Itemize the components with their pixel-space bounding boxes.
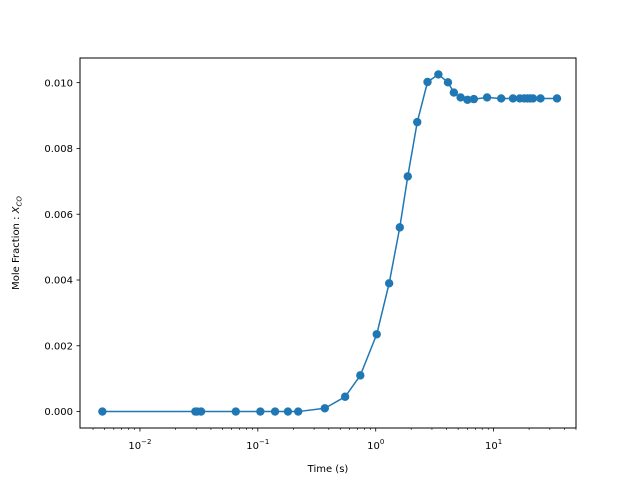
data-point	[552, 94, 562, 103]
x-tick-label: 101	[485, 438, 502, 452]
data-point	[434, 70, 443, 79]
x-axis: 10−2 10−1 100 101	[92, 428, 577, 452]
y-tick-label: 0.010	[44, 78, 73, 89]
data-point	[356, 371, 365, 380]
data-point	[372, 330, 381, 339]
data-point	[443, 78, 453, 87]
data-point	[528, 94, 538, 103]
y-tick-label: 0.004	[44, 276, 73, 287]
y-tick-label: 0.008	[44, 144, 73, 155]
data-point	[456, 93, 465, 102]
data-point	[508, 94, 518, 103]
data-point	[320, 404, 330, 413]
data-point	[395, 223, 404, 232]
data-point	[482, 93, 492, 102]
y-tick-label: 0.002	[44, 341, 73, 352]
data-point	[449, 88, 459, 97]
data-point	[283, 407, 293, 416]
data-point	[463, 95, 472, 104]
data-point	[294, 407, 303, 416]
plot-frame	[79, 57, 577, 429]
y-axis-label-variable: X	[11, 205, 22, 214]
data-point	[98, 407, 107, 416]
data-point	[196, 407, 206, 416]
data-point	[497, 94, 506, 103]
data-point	[536, 94, 545, 103]
data-point	[340, 392, 350, 401]
series-layer	[98, 70, 562, 416]
data-point	[413, 117, 422, 127]
y-axis-label-subscript: CO	[16, 196, 24, 207]
y-tick-label: 0.000	[44, 407, 73, 418]
data-point	[403, 172, 412, 181]
y-tick-label: 0.006	[44, 210, 73, 221]
data-point	[384, 279, 394, 288]
data-point	[469, 94, 479, 104]
y-axis-label: Mole Fraction : XCO	[11, 196, 24, 290]
x-tick-label: 10−2	[128, 438, 151, 452]
y-axis: 0.000 0.002 0.004 0.006 0.008 0.010	[44, 78, 80, 418]
x-tick-label: 10−1	[246, 438, 269, 452]
x-axis-label: Time (s)	[307, 464, 349, 475]
data-point	[231, 407, 240, 416]
x-tick-label: 100	[367, 438, 384, 452]
data-point	[423, 77, 432, 87]
y-axis-label-text: Mole Fraction :	[11, 213, 22, 290]
data-point	[256, 407, 265, 416]
data-point	[270, 407, 280, 416]
